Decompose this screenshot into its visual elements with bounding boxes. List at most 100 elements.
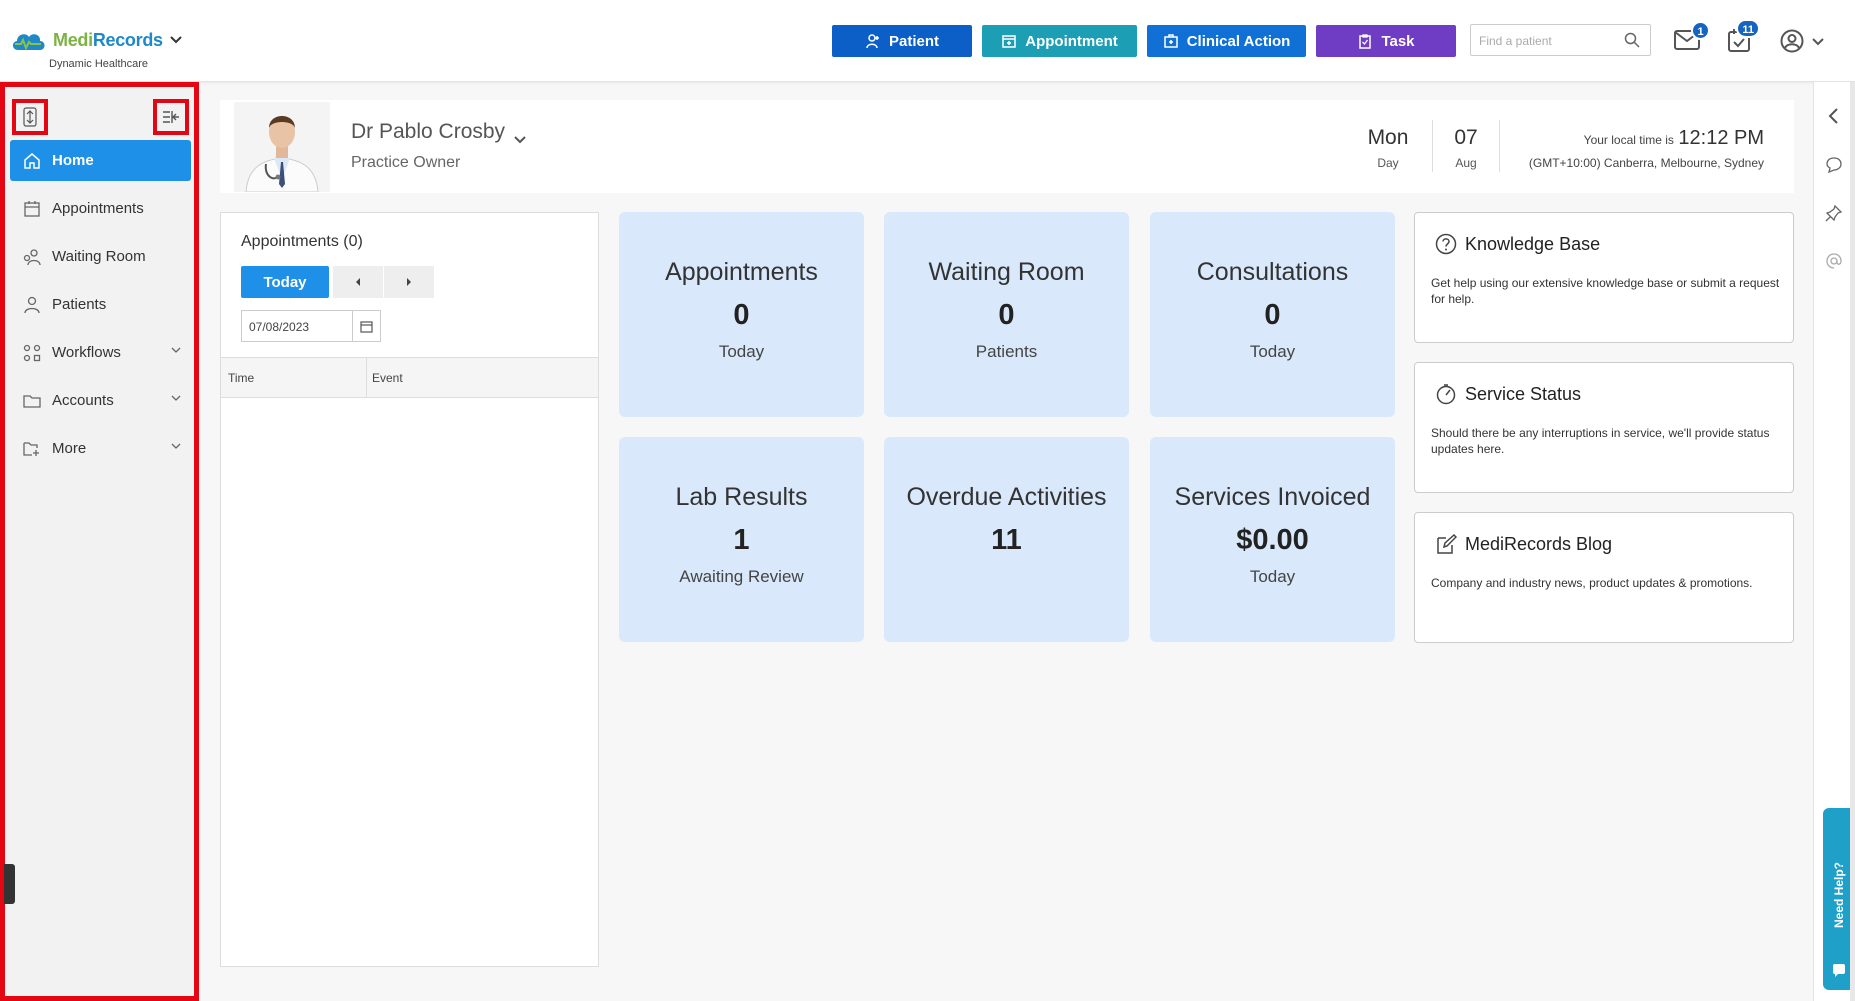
patients-icon <box>24 296 40 313</box>
day-display: Mon Day <box>1363 126 1413 170</box>
gauge-icon <box>1436 384 1456 405</box>
at-sign-icon[interactable] <box>1825 252 1843 270</box>
sidebar-item-label: More <box>52 440 87 457</box>
sidebar-item-accounts[interactable]: Accounts <box>10 380 191 421</box>
brand-name: MediRecords <box>53 30 163 50</box>
date-picker-button[interactable] <box>352 311 380 341</box>
collapse-sidebar-button[interactable] <box>153 99 189 135</box>
divider <box>1499 120 1500 172</box>
tile-lab-results[interactable]: Lab Results 1 Awaiting Review <box>619 437 864 642</box>
medirecords-logo[interactable]: MediRecords Dynamic Healthcare <box>10 28 190 74</box>
workflows-icon <box>23 344 41 361</box>
local-time-value: 12:12 PM <box>1678 127 1764 149</box>
clipboard-icon <box>1359 34 1372 49</box>
appointment-date-value: 07/08/2023 <box>249 320 310 334</box>
timezone: (GMT+10:00) Canberra, Melbourne, Sydney <box>1528 156 1764 170</box>
tile-value: 0 <box>733 299 750 331</box>
chat-bubble-icon <box>1833 964 1845 977</box>
card-title: MediRecords Blog <box>1465 533 1613 554</box>
tile-title: Overdue Activities <box>906 483 1107 511</box>
chevron-down-icon <box>171 347 181 353</box>
collapse-menu-icon <box>163 111 179 123</box>
appointment-date-input[interactable]: 07/08/2023 <box>241 310 381 342</box>
search-placeholder: Find a patient <box>1479 34 1552 48</box>
messages-button[interactable]: 1 <box>1674 21 1710 52</box>
appointments-table-header: Time Event <box>221 357 598 398</box>
expand-collapse-button[interactable] <box>12 99 48 135</box>
new-appointment-button[interactable]: Appointment <box>982 25 1137 57</box>
new-appointment-label: Appointment <box>1025 32 1118 50</box>
chevron-down-icon <box>171 395 181 401</box>
chevron-down-icon[interactable] <box>514 136 526 144</box>
next-day-button[interactable] <box>384 266 434 298</box>
card-body: Should there be any interruptions in ser… <box>1431 426 1770 456</box>
service-status-card[interactable]: Service Status Should there be any inter… <box>1414 362 1794 493</box>
chevron-left-icon[interactable] <box>1825 107 1843 125</box>
patient-search-input[interactable]: Find a patient <box>1470 24 1651 56</box>
new-patient-button[interactable]: Patient <box>832 25 972 57</box>
pin-icon[interactable] <box>1825 204 1843 222</box>
sidebar-item-label: Accounts <box>52 392 114 409</box>
brand-subtitle: Dynamic Healthcare <box>49 58 149 70</box>
tile-waiting-room[interactable]: Waiting Room 0 Patients <box>884 212 1129 417</box>
new-task-label: Task <box>1381 32 1415 50</box>
tile-subtitle: Today <box>1249 567 1296 586</box>
sidebar-item-workflows[interactable]: Workflows <box>10 332 191 373</box>
scrollbar[interactable] <box>1850 82 1855 1001</box>
day-value: Mon <box>1367 126 1409 149</box>
column-event: Event <box>372 371 403 385</box>
sidebar-item-label: Patients <box>52 296 107 313</box>
doctor-avatar <box>234 102 330 192</box>
tile-subtitle: Patients <box>975 342 1038 361</box>
tile-appointments[interactable]: Appointments 0 Today <box>619 212 864 417</box>
local-time: Your local time is 12:12 PM (GMT+10:00) … <box>1529 127 1764 170</box>
side-drawer-tab[interactable] <box>4 864 15 904</box>
local-time-label: Your local time is <box>1583 133 1674 147</box>
clinical-action-label: Clinical Action <box>1186 32 1291 50</box>
divider <box>1432 120 1433 172</box>
home-icon <box>24 152 40 169</box>
tile-subtitle: Today <box>1249 342 1296 361</box>
chevron-down-icon[interactable] <box>170 36 182 44</box>
medirecords-blog-card[interactable]: MediRecords Blog Company and industry ne… <box>1414 512 1794 643</box>
card-title: Service Status <box>1465 383 1582 404</box>
sidebar-item-home[interactable]: Home <box>10 140 191 181</box>
previous-day-button[interactable] <box>333 266 383 298</box>
chat-icon[interactable] <box>1825 156 1843 174</box>
tile-value: $0.00 <box>1236 524 1309 556</box>
sidebar-item-appointments[interactable]: Appointments <box>10 188 191 229</box>
sidebar: Home Appointments Waiting Room Patients … <box>0 82 199 1001</box>
sidebar-item-label: Workflows <box>52 344 121 361</box>
tasks-button[interactable]: 11 <box>1728 19 1760 52</box>
tile-overdue-activities[interactable]: Overdue Activities 11 <box>884 437 1129 642</box>
vertical-resize-icon <box>23 107 37 127</box>
today-button[interactable]: Today <box>241 266 329 298</box>
search-icon[interactable] <box>1624 32 1640 48</box>
new-task-button[interactable]: Task <box>1316 25 1456 57</box>
caret-left-icon <box>356 278 360 286</box>
user-menu[interactable] <box>1780 29 1826 53</box>
month-label: Aug <box>1455 156 1477 170</box>
waiting-room-icon <box>23 248 41 265</box>
top-header: MediRecords Dynamic Healthcare Patient A… <box>0 0 1855 82</box>
sidebar-item-patients[interactable]: Patients <box>10 284 191 325</box>
doctor-role: Practice Owner <box>351 154 461 171</box>
sidebar-item-waiting-room[interactable]: Waiting Room <box>10 236 191 277</box>
sidebar-item-more[interactable]: More <box>10 428 191 469</box>
chevron-down-icon <box>1812 38 1824 46</box>
user-avatar-icon <box>1780 29 1804 53</box>
knowledge-base-card[interactable]: Knowledge Base Get help using our extens… <box>1414 212 1794 343</box>
need-help-label: Need Help? <box>1832 862 1846 929</box>
tile-title: Services Invoiced <box>1174 483 1371 511</box>
sidebar-item-label: Home <box>52 152 94 169</box>
tile-value: 0 <box>1264 299 1281 331</box>
tile-title: Appointments <box>665 258 818 286</box>
doctor-name[interactable]: Dr Pablo Crosby <box>351 120 506 143</box>
tile-services-invoiced[interactable]: Services Invoiced $0.00 Today <box>1150 437 1395 642</box>
mail-badge: 1 <box>1691 21 1710 40</box>
date-value: 07 <box>1454 126 1478 149</box>
clinical-action-button[interactable]: Clinical Action <box>1147 25 1306 57</box>
need-help-tab[interactable]: Need Help? <box>1823 808 1855 990</box>
tile-consultations[interactable]: Consultations 0 Today <box>1150 212 1395 417</box>
tile-value: 1 <box>733 524 750 556</box>
